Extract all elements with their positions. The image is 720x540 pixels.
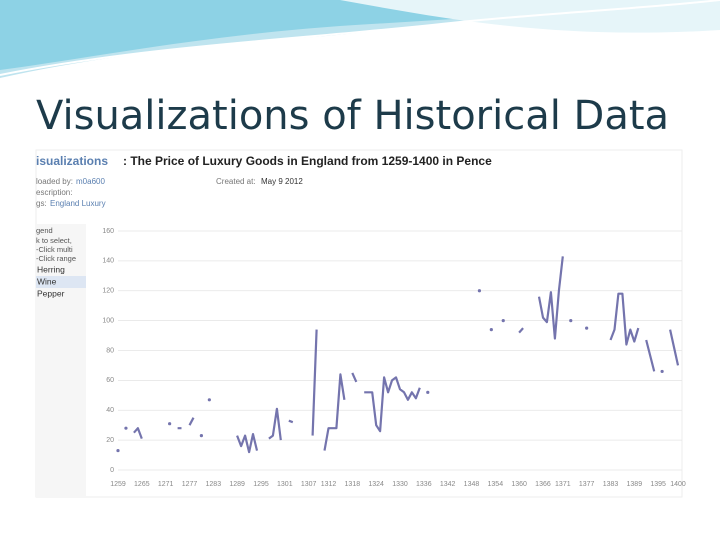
x-tick-label: 1324 <box>368 481 384 488</box>
y-tick-label: 160 <box>102 228 114 235</box>
x-tick-label: 1307 <box>301 481 317 488</box>
uploaded-by: m0a600 <box>76 177 105 186</box>
legend-hint: k to select, <box>36 236 72 245</box>
legend-hint: -Click range <box>36 254 76 263</box>
x-tick-label: 1371 <box>555 481 571 488</box>
y-tick-label: 120 <box>102 288 114 295</box>
point <box>660 369 664 374</box>
y-tick-label: 0 <box>110 467 114 474</box>
created: May 9 2012 <box>261 177 303 186</box>
x-tick-label: 1348 <box>464 481 480 488</box>
point <box>426 390 430 394</box>
x-tick-label: 1295 <box>253 481 269 488</box>
legend-selected <box>36 276 86 288</box>
x-tick-label: 1400 <box>670 481 686 488</box>
x-tick-label: 1271 <box>158 481 174 488</box>
point <box>477 289 482 293</box>
description-label: escription: <box>36 188 72 197</box>
point <box>116 448 120 453</box>
point <box>585 326 589 330</box>
x-tick-label: 1259 <box>110 481 126 488</box>
tags: England Luxury <box>50 199 106 208</box>
legend-entry[interactable]: Pepper <box>37 288 65 298</box>
x-tick-label: 1330 <box>392 481 408 488</box>
x-tick-label: 1354 <box>488 481 504 488</box>
point <box>124 426 128 430</box>
legend-entry[interactable]: Herring <box>37 264 65 274</box>
point <box>489 327 493 332</box>
x-tick-label: 1312 <box>321 481 337 488</box>
x-tick-label: 1389 <box>627 481 643 488</box>
wave-line <box>0 0 720 76</box>
y-tick-label: 140 <box>102 258 114 265</box>
x-tick-label: 1289 <box>229 481 245 488</box>
point <box>207 398 211 402</box>
screenshot <box>35 149 683 498</box>
y-tick-label: 100 <box>102 317 114 324</box>
line <box>133 256 680 454</box>
point <box>199 434 204 438</box>
x-tick-label: 1277 <box>182 481 198 488</box>
uploaded-label: loaded by: <box>36 177 73 186</box>
y-tick-label: 20 <box>106 437 114 444</box>
x-tick-label: 1366 <box>535 481 551 488</box>
x-tick-label: 1342 <box>440 481 456 488</box>
x-tick-label: 1265 <box>134 481 150 488</box>
tags-label: gs: <box>36 199 47 208</box>
y-tick-label: 80 <box>106 347 114 354</box>
x-tick-label: 1383 <box>603 481 619 488</box>
legend-panel <box>36 224 86 497</box>
legend-entry[interactable]: Wine <box>37 276 57 286</box>
point <box>168 422 172 426</box>
x-tick-label: 1283 <box>206 481 222 488</box>
x-tick-label: 1395 <box>650 481 666 488</box>
point <box>569 319 573 323</box>
point <box>501 319 505 323</box>
y-tick-label: 60 <box>106 377 114 384</box>
legend-heading: gend <box>36 226 53 235</box>
x-tick-label: 1301 <box>277 481 293 488</box>
x-tick-label: 1377 <box>579 481 595 488</box>
wave <box>0 0 720 70</box>
y-tick-label: 40 <box>106 407 114 414</box>
chart-title: : The Price of Luxury Goods in England f… <box>123 154 492 168</box>
section: isualizations <box>36 154 108 168</box>
x-tick-label: 1360 <box>511 481 527 488</box>
x-tick-label: 1318 <box>345 481 361 488</box>
x-tick-label: 1336 <box>416 481 432 488</box>
created-label: Created at: <box>216 177 256 186</box>
slide-title: Visualizations of Historical Data <box>36 93 669 139</box>
legend-hint: -Click multi <box>36 245 73 254</box>
